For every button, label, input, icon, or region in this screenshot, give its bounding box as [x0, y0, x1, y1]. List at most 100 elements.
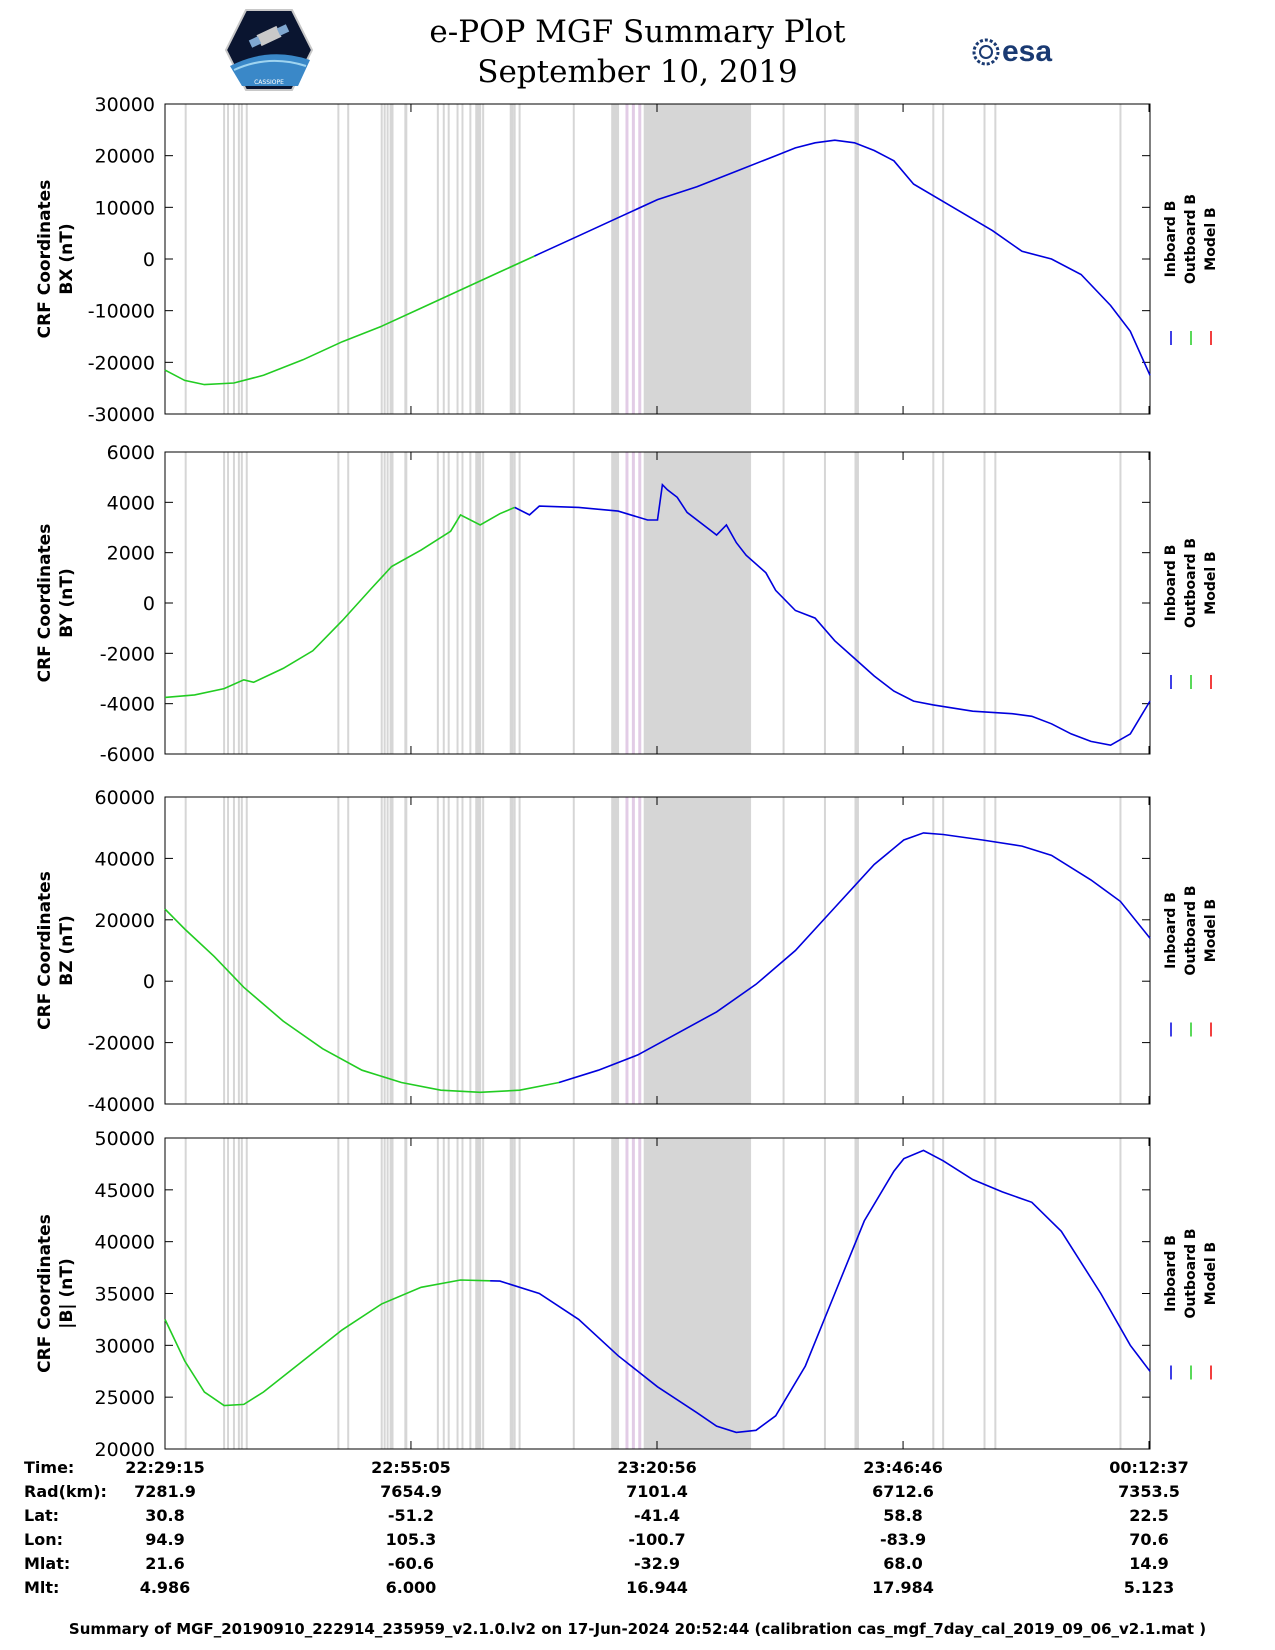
y-tick-label: 2000 [107, 543, 155, 565]
data-gap-band [404, 104, 408, 414]
ephemeris-value: 22:55:05 [371, 1458, 451, 1477]
data-gap-band [476, 104, 482, 414]
series-outboard-line [164, 908, 560, 1094]
y-axis-label-line: BX (nT) [57, 223, 77, 294]
legend-label: Model B [1203, 551, 1219, 614]
y-tick-label: 10000 [95, 197, 155, 219]
ephemeris-value: 22.5 [1129, 1506, 1169, 1525]
legend-label: Inboard B [1163, 201, 1179, 278]
ephemeris-value: 16.944 [626, 1578, 688, 1597]
ephemeris-value: 23:20:56 [617, 1458, 697, 1477]
ephemeris-value: 00:12:37 [1109, 1458, 1189, 1477]
data-gap-band [854, 104, 859, 414]
panel-3: 60000 40000 20000 0 -20000 -40000 CRF Coordina… [35, 787, 1219, 1116]
ephemeris-value: 70.6 [1129, 1530, 1169, 1549]
ephemeris-value: 94.9 [145, 1530, 185, 1549]
data-gap-band [509, 452, 514, 754]
ephemeris-label: Mlat: [24, 1554, 71, 1573]
y-tick-label: 30000 [95, 94, 155, 116]
legend-label: Outboard B [1183, 194, 1199, 284]
data-gap-band [389, 104, 394, 414]
data-gap-band [715, 797, 723, 1104]
series-inboard-line [534, 139, 1151, 376]
ephemeris-value: 5.123 [1123, 1578, 1175, 1597]
y-tick-label: 40000 [95, 848, 155, 870]
data-gap-band [404, 452, 408, 754]
ephemeris-value: 4.986 [139, 1578, 191, 1597]
y-tick-label: 0 [143, 593, 155, 615]
y-tick-label: 20000 [95, 1439, 155, 1461]
data-gap-band [476, 1138, 482, 1449]
legend-label: Inboard B [1163, 892, 1179, 969]
ephemeris-value: 68.0 [883, 1554, 923, 1573]
data-gap-band [740, 1138, 743, 1449]
ephemeris-value: -41.4 [633, 1506, 681, 1525]
panel-4: 50000 45000 40000 35000 30000 25000 20000 CRF C… [35, 1128, 1219, 1461]
y-tick-label: -10000 [88, 301, 155, 323]
data-gap-band [611, 104, 620, 414]
data-gap-band [476, 452, 482, 754]
ephemeris-label: Lat: [24, 1506, 60, 1525]
ephemeris-value: 6712.6 [872, 1482, 934, 1501]
series-inboard-line [558, 832, 1151, 1084]
ephemeris-value: 23:46:46 [863, 1458, 943, 1477]
legend-label: Outboard B [1183, 885, 1199, 975]
panel-2: 6000 4000 2000 0 -2000 -4000 -6000 CRF Coordina… [35, 442, 1219, 766]
esa-logo-text: esa [1002, 35, 1053, 68]
data-gap-band [611, 1138, 620, 1449]
esa-logo: esa [972, 35, 1052, 69]
data-gap-band [715, 452, 723, 754]
legend-label: Model B [1203, 207, 1219, 270]
ephemeris-label: Rad(km): [24, 1482, 107, 1501]
y-axis-label: CRF Coordinates |B| (nT) [35, 1214, 77, 1373]
series-outboard-line [164, 255, 535, 386]
y-tick-label: -20000 [88, 352, 155, 374]
legend-label: Model B [1203, 1242, 1219, 1305]
data-gap-band [404, 797, 408, 1104]
y-tick-label: 45000 [95, 1180, 155, 1202]
ephemeris-value: 7281.9 [134, 1482, 196, 1501]
legend-label: Model B [1203, 899, 1219, 962]
ephemeris-label: Lon: [24, 1530, 63, 1549]
ephemeris-value: 7353.5 [1118, 1482, 1180, 1501]
data-gap-band [389, 452, 394, 754]
ephemeris-value: 7101.4 [626, 1482, 688, 1501]
data-gap-band [389, 1138, 394, 1449]
y-tick-label: 6000 [107, 442, 155, 464]
data-gap-band [509, 797, 514, 1104]
data-gap-band [643, 797, 752, 1104]
y-axis-label-line: CRF Coordinates [35, 1214, 55, 1373]
data-gap-band [740, 797, 743, 1104]
y-tick-label: 40000 [95, 1232, 155, 1254]
y-axis-label-line: CRF Coordinates [35, 524, 55, 683]
y-tick-label: 30000 [95, 1335, 155, 1357]
legend-label: Outboard B [1183, 1228, 1199, 1318]
y-tick-label: -20000 [88, 1033, 155, 1055]
y-tick-label: -4000 [100, 694, 155, 716]
data-gap-band [740, 104, 743, 414]
ephemeris-value: -100.7 [628, 1530, 686, 1549]
data-gap-band [509, 1138, 514, 1449]
y-tick-label: -30000 [88, 404, 155, 426]
ephemeris-value: 6.000 [385, 1578, 437, 1597]
series-inboard-line [514, 482, 1151, 747]
ephemeris-value: 14.9 [1129, 1554, 1169, 1573]
ephemeris-value: -32.9 [633, 1554, 681, 1573]
data-gap-band [509, 104, 514, 414]
data-gap-band [715, 1138, 723, 1449]
y-axis-label: CRF Coordinates BY (nT) [35, 524, 77, 683]
ephemeris-value: -60.6 [387, 1554, 435, 1573]
data-gap-band [643, 104, 752, 414]
legend-label: Outboard B [1183, 538, 1199, 628]
y-axis-label-line: BY (nT) [57, 568, 77, 638]
ephemeris-label: Time: [24, 1458, 75, 1477]
footer-note: Summary of MGF_20190910_222914_235959_v2… [68, 1620, 1207, 1638]
ephemeris-label: Mlt: [24, 1578, 60, 1597]
y-tick-label: 0 [143, 249, 155, 271]
y-tick-label: 0 [143, 971, 155, 993]
data-gap-band [854, 797, 859, 1104]
y-tick-label: 25000 [95, 1387, 155, 1409]
data-gap-band [740, 452, 743, 754]
ephemeris-value: 30.8 [145, 1506, 185, 1525]
